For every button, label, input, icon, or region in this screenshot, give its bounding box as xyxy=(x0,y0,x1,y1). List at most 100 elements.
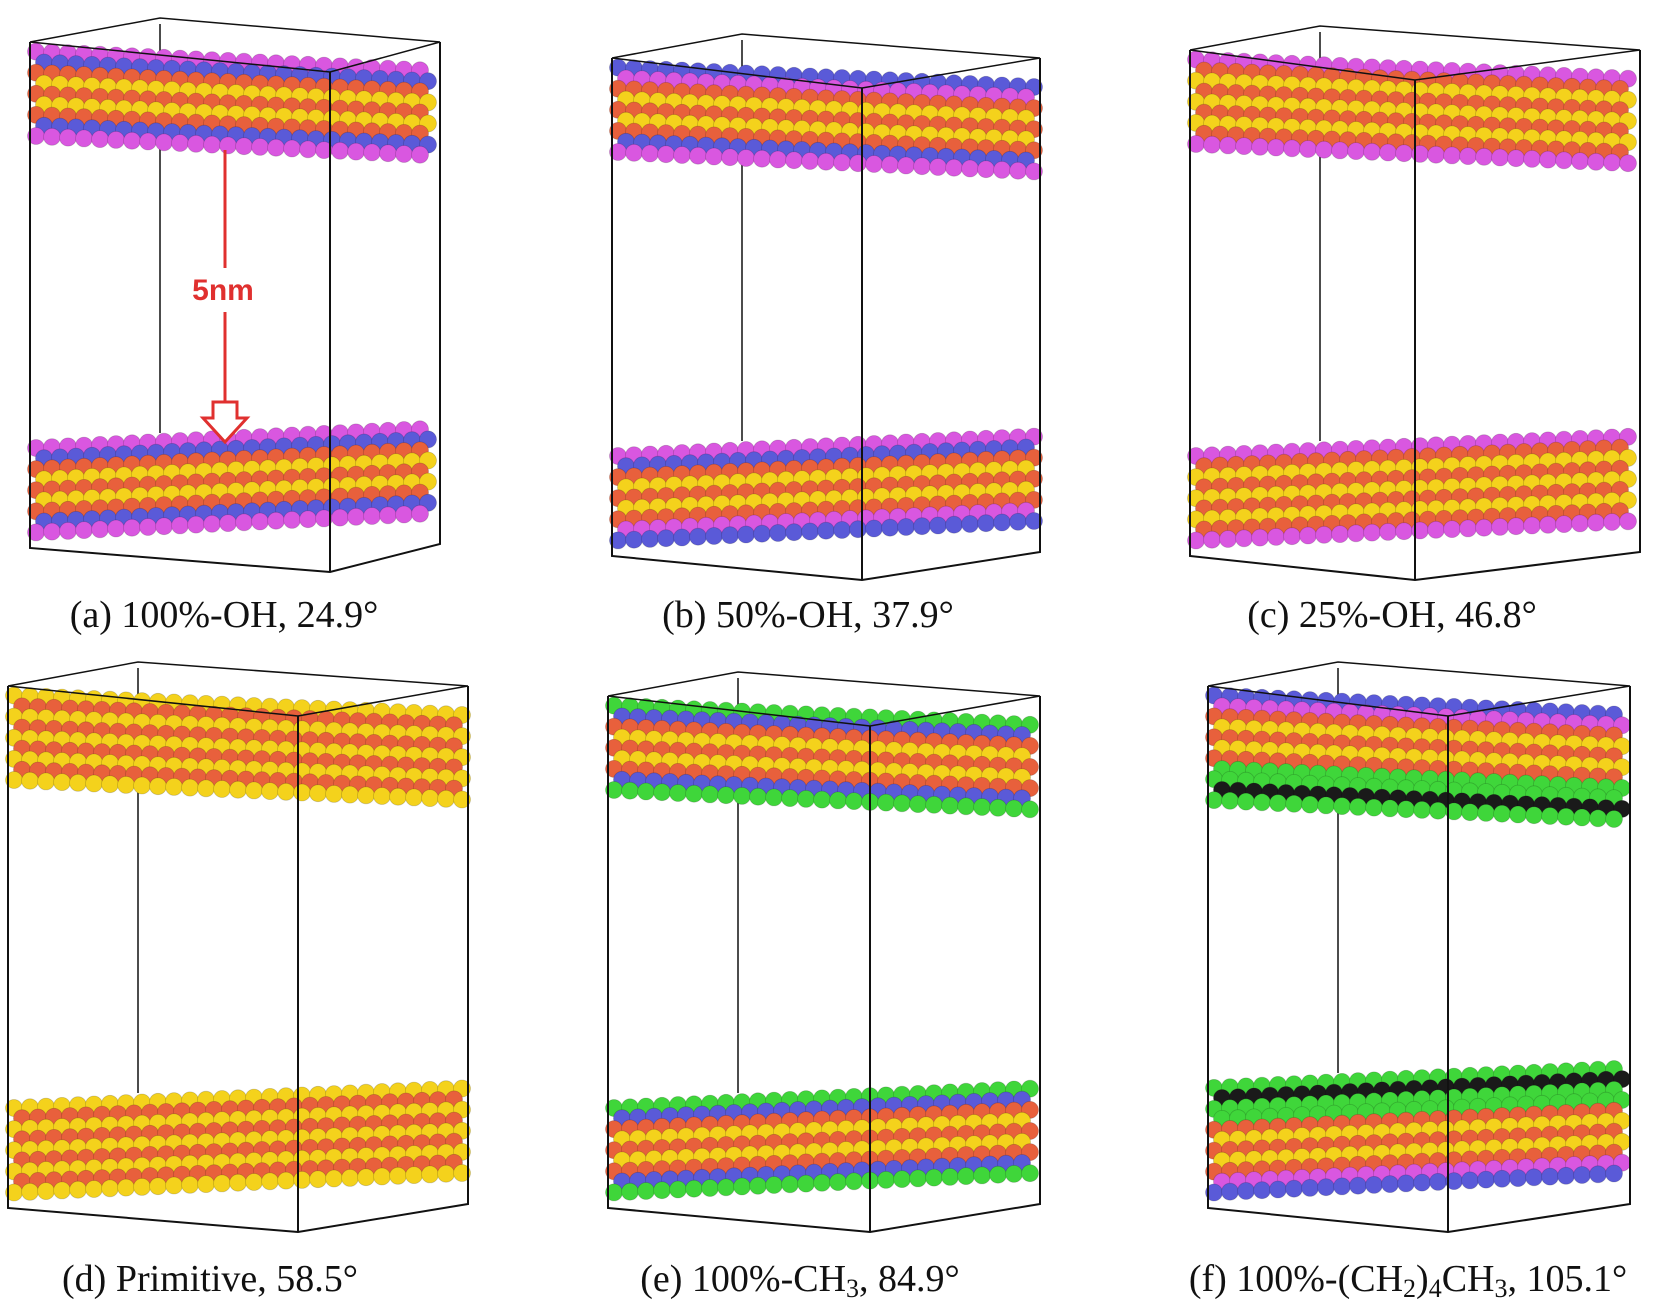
panel-e-100-ch3 xyxy=(605,671,1041,1234)
atom xyxy=(1237,1182,1255,1200)
atom xyxy=(293,1171,311,1189)
atom xyxy=(347,507,365,526)
atom xyxy=(941,1168,959,1186)
atom xyxy=(1251,137,1269,156)
atom xyxy=(1603,513,1621,531)
atom xyxy=(1461,803,1479,822)
atom xyxy=(621,1182,639,1201)
atom xyxy=(1379,523,1397,541)
atom xyxy=(669,784,687,802)
atom xyxy=(957,1167,975,1185)
atom xyxy=(1619,512,1637,531)
atom xyxy=(75,129,93,148)
atom xyxy=(341,1169,359,1187)
atom xyxy=(357,786,375,805)
atom xyxy=(219,514,237,532)
caption-c: (c) 25%-OH, 46.8° xyxy=(1247,596,1537,634)
atom xyxy=(1347,524,1365,543)
atom xyxy=(1301,1179,1319,1197)
atom xyxy=(909,1169,927,1188)
atom xyxy=(941,796,959,815)
atom xyxy=(1395,522,1413,541)
atom xyxy=(1315,140,1333,159)
atom xyxy=(299,510,317,529)
atom xyxy=(765,788,783,807)
atom xyxy=(1589,1165,1607,1184)
gap-label: 5nm xyxy=(192,274,254,307)
atom xyxy=(733,1177,751,1196)
atom xyxy=(961,515,979,533)
caption-b-text: (b) 50%-OH, 37.9° xyxy=(662,594,954,636)
atom xyxy=(299,140,317,159)
atom xyxy=(171,516,189,535)
atom xyxy=(685,1179,703,1198)
atom xyxy=(1557,1166,1575,1185)
atom xyxy=(277,782,295,801)
caption-d: (d) Primitive, 58.5° xyxy=(62,1260,358,1298)
atom xyxy=(325,785,343,803)
atom xyxy=(37,1182,55,1200)
box-top-face xyxy=(29,17,441,73)
atom xyxy=(187,515,205,534)
atom xyxy=(1443,146,1461,165)
atom xyxy=(395,505,413,524)
atom xyxy=(165,1176,183,1195)
atom xyxy=(155,133,173,152)
atom xyxy=(91,130,109,149)
atom xyxy=(897,518,915,536)
atom xyxy=(701,1179,719,1197)
atom xyxy=(1221,1182,1239,1201)
atom xyxy=(37,772,55,791)
atom xyxy=(849,520,867,539)
caption-f-post: , 105.1° xyxy=(1507,1258,1628,1300)
atom xyxy=(785,151,803,170)
atom xyxy=(929,516,947,535)
caption-e: (e) 100%-CH3, 84.9° xyxy=(640,1260,959,1302)
atom xyxy=(421,1165,439,1184)
atom xyxy=(1025,512,1043,530)
atom xyxy=(957,797,975,816)
atom xyxy=(405,788,423,807)
atom xyxy=(437,1164,455,1183)
atom xyxy=(43,522,61,541)
atom xyxy=(91,520,109,539)
atom xyxy=(331,508,349,527)
atom xyxy=(797,790,815,808)
atom xyxy=(1461,1171,1479,1190)
atom xyxy=(1203,135,1221,154)
atom xyxy=(817,152,835,171)
atom xyxy=(977,514,995,533)
atom xyxy=(1381,799,1399,818)
caption-f-sub1: 2 xyxy=(1403,1274,1417,1303)
caption-f-sub3: 3 xyxy=(1494,1274,1508,1303)
atom xyxy=(829,1173,847,1191)
atom xyxy=(621,781,639,800)
atom xyxy=(1317,1178,1335,1197)
atom xyxy=(897,156,915,175)
atom xyxy=(625,530,643,549)
caption-a: (a) 100%-OH, 24.9° xyxy=(70,596,379,634)
atom xyxy=(389,1166,407,1185)
atom xyxy=(1267,528,1285,546)
atom xyxy=(293,783,311,802)
atom xyxy=(753,524,771,543)
atom xyxy=(363,143,381,162)
atom xyxy=(453,790,471,809)
atom xyxy=(993,160,1011,179)
panel-c-25-oh xyxy=(1187,25,1641,582)
atom xyxy=(813,790,831,809)
atom xyxy=(1299,526,1317,545)
atom xyxy=(1363,523,1381,542)
atom xyxy=(781,1175,799,1194)
atom xyxy=(865,155,883,173)
atom xyxy=(637,782,655,801)
box-top-face xyxy=(7,661,469,717)
atom xyxy=(657,529,675,548)
atom xyxy=(813,1173,831,1192)
atom xyxy=(181,778,199,797)
atom xyxy=(925,795,943,814)
atom xyxy=(101,1179,119,1198)
atom xyxy=(1491,148,1509,167)
atom xyxy=(913,517,931,536)
atom xyxy=(1493,1169,1511,1188)
